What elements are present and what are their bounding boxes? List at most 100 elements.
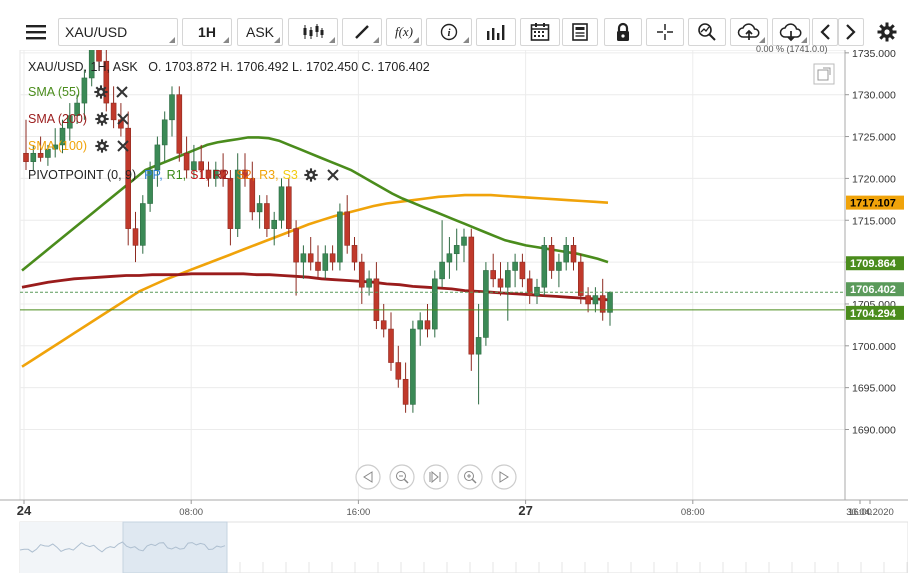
indicator-row: SMA (100) (28, 139, 129, 153)
price-marker-label: 1717.107 (850, 198, 896, 210)
candle-body (490, 270, 497, 280)
candle-body (512, 261, 518, 271)
navigator-strip[interactable] (19, 521, 908, 573)
price-type-select[interactable]: ASK (237, 18, 283, 46)
candle-body (23, 152, 29, 162)
close-icon[interactable] (327, 169, 339, 181)
close-icon[interactable] (117, 113, 129, 125)
lock-button[interactable] (604, 18, 642, 46)
nav-forward-button[interactable] (491, 464, 517, 490)
upload-button[interactable] (730, 18, 768, 46)
price-marker-bg (846, 305, 904, 320)
interval-select[interactable]: 1H (182, 18, 232, 46)
candle-body (37, 152, 44, 158)
info-button[interactable]: i (426, 18, 472, 46)
candle (300, 245, 307, 279)
price-chart[interactable]: 1740.0001735.0001730.0001725.0001720.000… (0, 50, 908, 573)
nav-forward-icon (491, 464, 517, 490)
candle (446, 236, 453, 279)
candle-body (461, 236, 467, 246)
candle (329, 245, 336, 271)
gear-icon[interactable] (95, 139, 109, 153)
candle (45, 144, 51, 166)
candle (315, 245, 321, 279)
fit-button[interactable] (423, 464, 449, 490)
candle-body (453, 245, 460, 255)
svg-text:i: i (447, 27, 451, 39)
interval-label: 1H (198, 24, 216, 40)
candle-body (468, 236, 475, 355)
chart-title: XAU/USD, 1H, ASK (28, 60, 138, 74)
volume-button[interactable] (476, 18, 516, 46)
candle-body (220, 169, 226, 179)
draw-tool-button[interactable] (342, 18, 382, 46)
scroll-left-button[interactable] (812, 18, 838, 46)
candle-body (534, 286, 540, 296)
candle-body (249, 178, 256, 213)
candle (512, 253, 518, 288)
zoom-chart-button[interactable] (688, 18, 726, 46)
candle-body (526, 278, 533, 296)
price-marker-bg (846, 282, 904, 297)
symbol-select[interactable]: XAU/USD (58, 18, 178, 46)
news-button[interactable] (562, 18, 598, 46)
gear-icon[interactable] (94, 85, 108, 99)
pivot-legend: PIVOTPOINT (0, 9) PP, R1, S1, R2, S2, R3, S3 (28, 168, 339, 182)
zoom-out-button[interactable] (389, 464, 415, 490)
nav-back-button[interactable] (355, 464, 381, 490)
candle-body (227, 178, 234, 229)
price-marker-bg (846, 256, 904, 271)
expand-button[interactable] (813, 63, 835, 85)
close-icon[interactable] (117, 140, 129, 152)
indicator-label[interactable]: SMA (100) (28, 139, 88, 153)
pivot-label[interactable]: PIVOTPOINT (0, 9) (28, 168, 137, 182)
candle (373, 262, 380, 330)
price-axis[interactable]: 1740.0001735.0001730.0001725.0001720.000… (844, 50, 904, 500)
candle (37, 136, 44, 162)
candle-body (475, 337, 482, 355)
candle-body (388, 328, 394, 363)
top-right-readout: 0.00 % (1741.0.0) (756, 44, 828, 54)
settings-button[interactable] (872, 18, 902, 46)
close-icon[interactable] (116, 86, 128, 98)
candle-body (198, 161, 204, 171)
candle-body (395, 362, 402, 380)
pivot-item: PP, (144, 168, 163, 182)
candle-body (373, 278, 380, 321)
candle (453, 228, 460, 271)
x-tick-label: 08:00 (681, 507, 705, 518)
candle (592, 287, 599, 313)
candle (96, 50, 102, 70)
candle-body (410, 328, 416, 405)
time-axis[interactable]: 2408:0016:002708:0016:002808:0016:002908… (0, 499, 908, 518)
chart-type-button[interactable] (288, 18, 338, 46)
chevron-left-icon (820, 24, 830, 40)
zoom-in-button[interactable] (457, 464, 483, 490)
candle (285, 178, 292, 237)
scroll-right-button[interactable] (838, 18, 864, 46)
candle (461, 228, 467, 263)
crosshair-button[interactable] (646, 18, 684, 46)
calendar-button[interactable] (520, 18, 560, 46)
gear-icon[interactable] (304, 168, 318, 182)
candle (205, 161, 212, 187)
candle-body (300, 253, 307, 263)
gear-icon[interactable] (95, 112, 109, 126)
candle (140, 195, 146, 254)
draw-pencil-icon (355, 25, 369, 39)
candle-body (103, 60, 110, 104)
candle-body (81, 77, 88, 104)
indicator-label[interactable]: SMA (55) (28, 85, 81, 99)
menu-button[interactable] (20, 18, 52, 46)
download-button[interactable] (772, 18, 810, 46)
candle-body (322, 253, 329, 271)
function-button[interactable]: f(x) (386, 18, 422, 46)
indicator-label[interactable]: SMA (200) (28, 112, 88, 126)
candle (563, 236, 570, 271)
news-icon (572, 23, 588, 41)
cloud-upload-icon (737, 23, 760, 40)
x-tick-label: 24 (17, 503, 32, 518)
candle (490, 253, 497, 288)
nav-back-icon (355, 464, 381, 490)
candle-body (147, 169, 153, 204)
